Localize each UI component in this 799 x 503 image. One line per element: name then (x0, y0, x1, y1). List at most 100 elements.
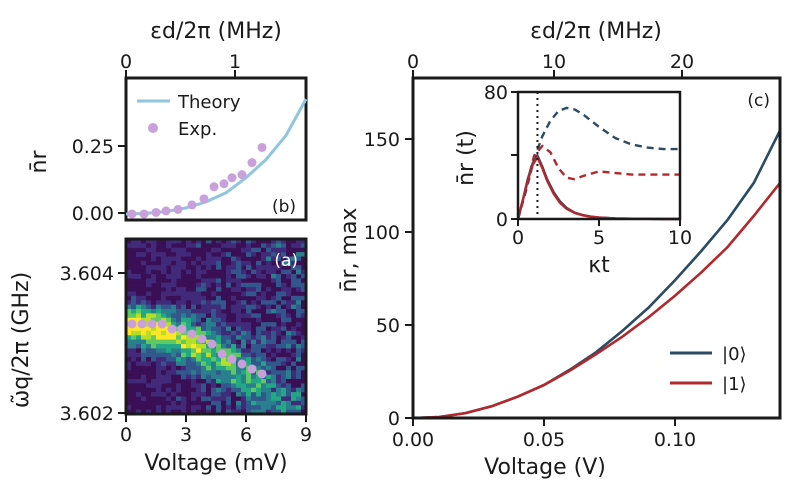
heatmap-cell (211, 309, 217, 314)
heatmap-cell (196, 304, 202, 310)
heatmap-cell (191, 322, 197, 327)
heatmap-cell (256, 313, 262, 319)
heatmap-cell (301, 304, 307, 310)
heatmap-cell (171, 295, 177, 301)
heatmap-cell (131, 282, 137, 288)
heatmap-cell (146, 396, 152, 402)
heatmap-cell (131, 387, 137, 393)
heatmap-cell (156, 365, 162, 371)
heatmap-cell (171, 396, 177, 402)
panel-c-ytick: 50 (376, 315, 400, 337)
heatmap-cell (276, 374, 282, 380)
heatmap-cell (241, 287, 247, 292)
heatmap-cell (261, 252, 267, 257)
heatmap-cell (141, 326, 147, 332)
heatmap-cell (251, 304, 257, 310)
inset-line-dashed-1 (516, 144, 680, 220)
heatmap-cell (301, 370, 307, 376)
heatmap-cell (231, 370, 237, 376)
heatmap-cell (241, 339, 247, 345)
heatmap-cell (291, 326, 297, 332)
heatmap-cell (161, 278, 167, 284)
heatmap-cell (241, 365, 247, 371)
heatmap-cell (151, 379, 157, 384)
heatmap-cell (166, 243, 172, 249)
heatmap-cell (201, 392, 207, 397)
heatmap-cell (196, 247, 202, 253)
heatmap-cell (166, 291, 172, 297)
heatmap-cell (271, 295, 277, 301)
heatmap-cell (126, 295, 132, 301)
heatmap-cell (231, 365, 237, 371)
heatmap-cell (206, 409, 212, 415)
heatmap-cell (126, 379, 132, 384)
heatmap-cell (236, 322, 242, 327)
heatmap-cell (181, 317, 187, 323)
heatmap-cell (286, 392, 292, 397)
heatmap-cell (226, 348, 232, 354)
panel-c-xtick: 0.00 (392, 429, 434, 451)
heatmap-cell (186, 239, 192, 244)
heatmap-cell (226, 392, 232, 397)
heatmap-cell (231, 335, 237, 341)
heatmap-cell (226, 322, 232, 327)
heatmap-cell (246, 348, 252, 354)
heatmap-cell (221, 295, 227, 301)
heatmap-cell (186, 357, 192, 362)
heatmap-cell (161, 370, 167, 376)
heatmap-cell (131, 335, 137, 341)
heatmap-cell (201, 256, 207, 262)
heatmap-cell (151, 383, 157, 389)
heatmap-cell (216, 383, 222, 389)
heatmap-cell (171, 282, 177, 288)
heatmap-cell (141, 265, 147, 271)
inset-xtick: 10 (668, 227, 692, 249)
heatmap-cell (186, 309, 192, 314)
heatmap-cell (276, 365, 282, 371)
heatmap-cell (206, 304, 212, 310)
heatmap-cell (186, 295, 192, 301)
heatmap-cell (221, 409, 227, 415)
heatmap-cell (241, 269, 247, 275)
heatmap-cell (251, 374, 257, 380)
heatmap-cell (281, 282, 287, 288)
heatmap-cell (191, 374, 197, 380)
heatmap-cell (291, 274, 297, 279)
panel-a-xlabel: Voltage (mV) (144, 451, 287, 476)
heatmap-cell (266, 405, 272, 411)
heatmap-cell (226, 239, 232, 244)
heatmap-cell (166, 304, 172, 310)
heatmap-cell (166, 374, 172, 380)
heatmap-cell (181, 278, 187, 284)
heatmap-cell (186, 326, 192, 332)
heatmap-cell (301, 247, 307, 253)
heatmap-cell (186, 339, 192, 345)
heatmap-cell (246, 330, 252, 336)
heatmap-cell (136, 387, 142, 393)
heatmap-cell (226, 252, 232, 257)
heatmap-cell (271, 352, 277, 358)
heatmap-cell (271, 282, 277, 288)
heatmap-cell (161, 330, 167, 336)
heatmap-cell (136, 243, 142, 249)
heatmap-cell (261, 247, 267, 253)
heatmap-cell (241, 317, 247, 323)
heatmap-cell (256, 365, 262, 371)
heatmap-cell (296, 370, 302, 376)
exp-point (237, 359, 247, 369)
heatmap-cell (286, 348, 292, 354)
heatmap-cell (131, 326, 137, 332)
heatmap-cell (271, 322, 277, 327)
heatmap-cell (296, 309, 302, 314)
heatmap-cell (251, 260, 257, 266)
heatmap-cell (181, 291, 187, 297)
heatmap-cell (276, 370, 282, 376)
heatmap-cell (221, 339, 227, 345)
heatmap-cell (241, 405, 247, 411)
heatmap-cell (166, 348, 172, 354)
heatmap-cell (286, 374, 292, 380)
heatmap-cell (156, 313, 162, 319)
heatmap-cell (241, 291, 247, 297)
heatmap-cell (166, 295, 172, 301)
heatmap-cell (246, 361, 252, 367)
